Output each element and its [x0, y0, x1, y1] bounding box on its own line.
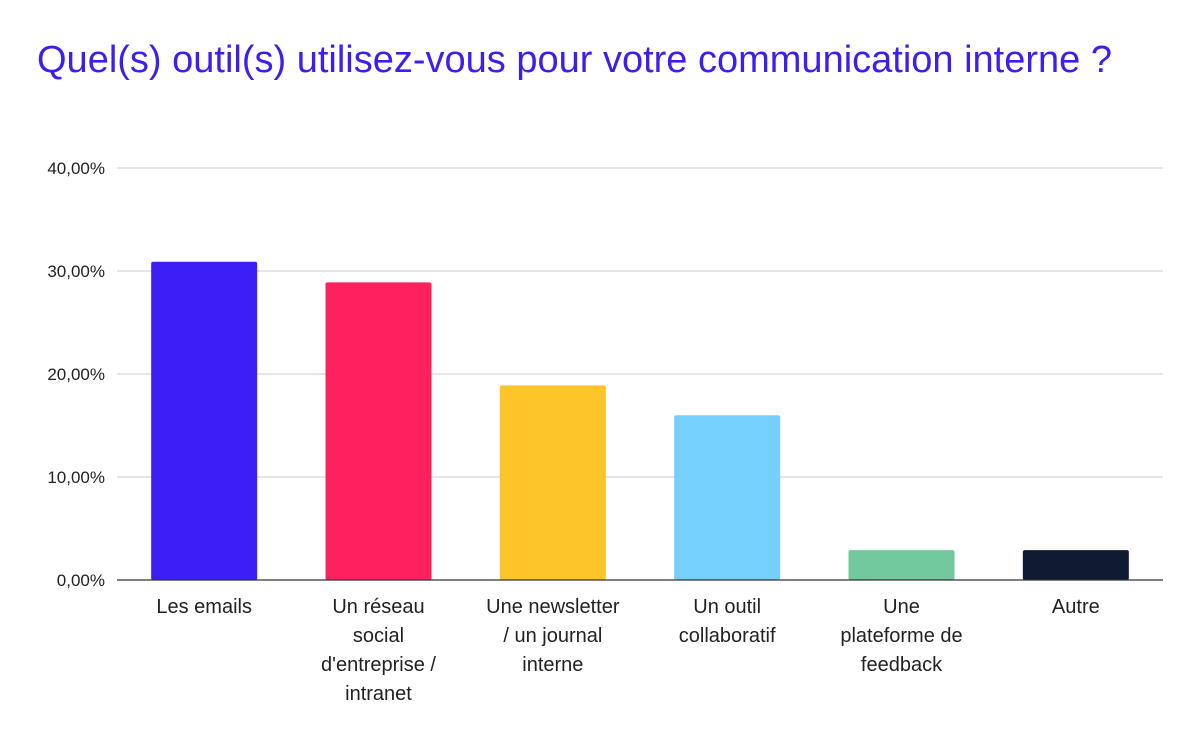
bar — [325, 282, 432, 580]
x-tick-label: Autre — [1052, 596, 1100, 618]
bar — [848, 550, 955, 580]
gridlines — [117, 167, 1163, 478]
y-tick-label: 0,00% — [57, 571, 105, 590]
x-tick-label: Un réseau social d'entreprise / intranet — [321, 596, 436, 705]
x-tick-label: Une plateforme de feedback — [840, 596, 962, 676]
bar — [499, 385, 606, 580]
bar — [151, 261, 258, 580]
y-axis-ticks: 0,00% 10,00% 20,00% 30,00% 40,00% — [47, 159, 105, 590]
y-tick-label: 20,00% — [47, 365, 105, 384]
y-tick-label: 10,00% — [47, 468, 105, 487]
x-tick-label: Les emails — [156, 596, 252, 618]
y-tick-label: 30,00% — [47, 262, 105, 281]
x-tick-label: Un outil collaboratif — [679, 596, 776, 647]
x-axis-labels: Les emails Un réseau social d'entreprise / i… — [156, 596, 1099, 705]
bar — [1022, 550, 1129, 580]
chart-title: Quel(s) outil(s) utilisez-vous pour votr… — [37, 39, 1112, 81]
bars — [151, 261, 1129, 580]
bar — [674, 415, 781, 580]
y-tick-label: 40,00% — [47, 159, 105, 178]
x-tick-label: Une newsletter / un journal interne — [486, 596, 620, 676]
